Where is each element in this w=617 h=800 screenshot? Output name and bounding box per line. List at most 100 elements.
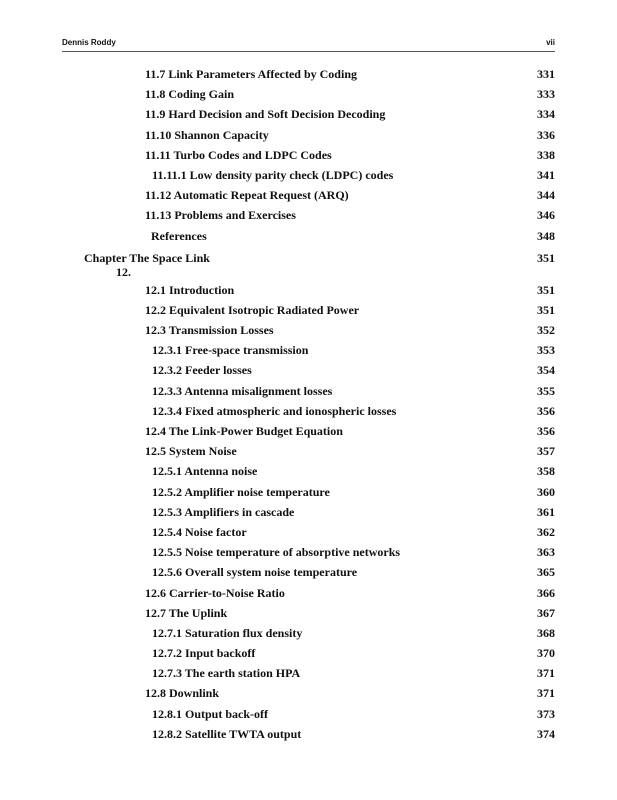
toc-entry[interactable]: 11.11 Turbo Codes and LDPC Codes 338: [0, 145, 617, 165]
toc-entry-page: 366: [537, 585, 555, 600]
toc-entry-page: 351: [537, 302, 555, 317]
toc-entry[interactable]: 12.2 Equivalent Isotropic Radiated Power…: [0, 300, 617, 320]
toc-entry-title: 12.8.2 Satellite TWTA output: [152, 726, 302, 741]
toc-entry-page: 356: [537, 403, 555, 418]
toc-entry-title: 12.8 Downlink: [145, 686, 220, 701]
toc-entry-page: 346: [537, 208, 555, 223]
toc-entry-page: 344: [537, 188, 555, 203]
toc-entry-title: 11.11.1 Low density parity check (LDPC) …: [152, 167, 394, 182]
toc-entry[interactable]: 11.9 Hard Decision and Soft Decision Dec…: [0, 104, 617, 124]
toc-entry-title: 12.3.4 Fixed atmospheric and ionospheric…: [152, 403, 397, 418]
toc-entry-page: 371: [537, 666, 555, 681]
toc-entry-title: 12.8.1 Output back-off: [152, 706, 269, 721]
toc-entry[interactable]: 12.8.2 Satellite TWTA output 374: [0, 724, 617, 744]
toc-entry-page: 351: [537, 282, 555, 297]
toc-entry[interactable]: 12.5.1 Antenna noise 358: [0, 461, 617, 481]
toc-entry-title: 12.3.1 Free-space transmission: [152, 343, 309, 358]
toc-entry-title: 12.7.3 The earth station HPA: [152, 666, 301, 681]
toc-entry-page: 341: [537, 167, 555, 182]
toc-entry-page: 358: [537, 464, 555, 479]
toc-entry[interactable]: 12.3.4 Fixed atmospheric and ionospheric…: [0, 401, 617, 421]
toc-entry[interactable]: 12.7.1 Saturation flux density 368: [0, 623, 617, 643]
toc-entry-page: 338: [537, 147, 555, 162]
toc-entry-title: 12.5.6 Overall system noise temperature: [152, 565, 358, 580]
toc-entry[interactable]: 11.12 Automatic Repeat Request (ARQ) 344: [0, 185, 617, 205]
toc-entry-title: 11.9 Hard Decision and Soft Decision Dec…: [145, 107, 386, 122]
toc-entry[interactable]: 11.11.1 Low density parity check (LDPC) …: [0, 165, 617, 185]
toc-entry-title: 12.7.2 Input backoff: [152, 646, 256, 661]
toc-entry-title: 12.6 Carrier-to-Noise Ratio: [145, 585, 285, 600]
toc-entry[interactable]: References 348: [0, 226, 617, 246]
toc-entry[interactable]: 12.5.4 Noise factor 362: [0, 522, 617, 542]
toc-entry-page: 367: [537, 605, 555, 620]
toc-entry-title: 12.5.2 Amplifier noise temperature: [152, 484, 330, 499]
toc-entry-title: 12.7 The Uplink: [145, 605, 228, 620]
toc-entry-page: 333: [537, 87, 555, 102]
toc-entry-page: 361: [537, 504, 555, 519]
toc-entry[interactable]: 12.3.3 Antenna misalignment losses 355: [0, 381, 617, 401]
chapter-page: 351: [537, 250, 555, 265]
toc-entry-page: 373: [537, 706, 555, 721]
header-page-number: vii: [546, 38, 555, 47]
toc-entry-page: 368: [537, 625, 555, 640]
toc-entry-page: 334: [537, 107, 555, 122]
toc-entry[interactable]: 12.7.3 The earth station HPA 371: [0, 663, 617, 683]
toc-entry[interactable]: 12.5.3 Amplifiers in cascade 361: [0, 502, 617, 522]
toc-entry-title: 11.12 Automatic Repeat Request (ARQ): [145, 188, 349, 203]
toc-entry-title: 12.7.1 Saturation flux density: [152, 625, 303, 640]
toc-entry-title: 12.1 Introduction: [145, 282, 235, 297]
toc-section-12: 12.1 Introduction 351 12.2 Equivalent Isot…: [0, 280, 617, 744]
toc-entry[interactable]: 11.13 Problems and Exercises 346: [0, 205, 617, 225]
running-header: Dennis Roddy vii: [62, 35, 555, 52]
chapter-number: 12.: [116, 264, 131, 279]
toc-chapter-entry[interactable]: Chapter The Space Link 12. 351: [0, 248, 617, 280]
toc-entry[interactable]: 12.6 Carrier-to-Noise Ratio 366: [0, 583, 617, 603]
toc-entry-title: 12.3.3 Antenna misalignment losses: [152, 383, 333, 398]
toc-entry[interactable]: 12.7.2 Input backoff 370: [0, 643, 617, 663]
toc-entry-title: 11.7 Link Parameters Affected by Coding: [145, 67, 357, 81]
toc-entry[interactable]: 12.8.1 Output back-off 373: [0, 704, 617, 724]
chapter-label: Chapter The Space Link: [84, 250, 210, 265]
toc-entry-page: 352: [537, 323, 555, 338]
toc-entry-page: 354: [537, 363, 555, 378]
toc-entry[interactable]: 12.7 The Uplink 367: [0, 603, 617, 623]
toc-entry[interactable]: 12.1 Introduction 351: [0, 280, 617, 300]
table-of-contents: 11.7 Link Parameters Affected by Coding 3…: [0, 64, 617, 744]
toc-entry-page: 371: [537, 686, 555, 701]
toc-entry[interactable]: 11.7 Link Parameters Affected by Coding 3…: [0, 64, 617, 84]
toc-entry[interactable]: 12.3 Transmission Losses 352: [0, 320, 617, 340]
toc-entry-title: 12.5.3 Amplifiers in cascade: [152, 504, 295, 519]
toc-entry-page: 374: [537, 726, 555, 741]
toc-entry-title: 11.8 Coding Gain: [145, 87, 235, 102]
toc-entry-page: 360: [537, 484, 555, 499]
toc-section-11: 11.7 Link Parameters Affected by Coding 3…: [0, 64, 617, 246]
toc-entry[interactable]: 12.5.5 Noise temperature of absorptive n…: [0, 542, 617, 562]
toc-entry[interactable]: 12.4 The Link-Power Budget Equation 356: [0, 421, 617, 441]
toc-entry-page: 348: [537, 228, 555, 243]
toc-entry[interactable]: 11.8 Coding Gain 333: [0, 84, 617, 104]
toc-entry[interactable]: 12.5.6 Overall system noise temperature 3…: [0, 562, 617, 582]
toc-entry[interactable]: 12.3.2 Feeder losses 354: [0, 360, 617, 380]
toc-entry[interactable]: 11.10 Shannon Capacity 336: [0, 125, 617, 145]
toc-entry-title: 12.2 Equivalent Isotropic Radiated Power: [145, 302, 360, 317]
toc-entry-page: 331: [537, 67, 555, 81]
toc-entry[interactable]: 12.8 Downlink 371: [0, 683, 617, 703]
header-author: Dennis Roddy: [62, 38, 116, 47]
toc-entry-page: 356: [537, 424, 555, 438]
toc-entry-page: 355: [537, 383, 555, 398]
toc-entry-page: 336: [537, 127, 555, 142]
toc-entry-title: 11.13 Problems and Exercises: [145, 208, 296, 223]
toc-entry[interactable]: 12.5 System Noise 357: [0, 441, 617, 461]
toc-entry-title: 12.5 System Noise: [145, 444, 237, 459]
toc-entry-title: 12.5.5 Noise temperature of absorptive n…: [152, 545, 401, 560]
toc-entry-title: 12.3.2 Feeder losses: [152, 363, 252, 378]
toc-entry-title: 11.10 Shannon Capacity: [145, 127, 269, 142]
toc-entry-page: 362: [537, 524, 555, 539]
toc-entry-page: 365: [537, 565, 555, 580]
toc-entry[interactable]: 12.3.1 Free-space transmission 353: [0, 340, 617, 360]
toc-entry-title: 12.4 The Link-Power Budget Equation: [145, 424, 343, 438]
toc-entry[interactable]: 12.5.2 Amplifier noise temperature 360: [0, 482, 617, 502]
toc-entry-title: 12.5.4 Noise factor: [152, 524, 247, 539]
toc-entry-title: 12.3 Transmission Losses: [145, 323, 274, 338]
